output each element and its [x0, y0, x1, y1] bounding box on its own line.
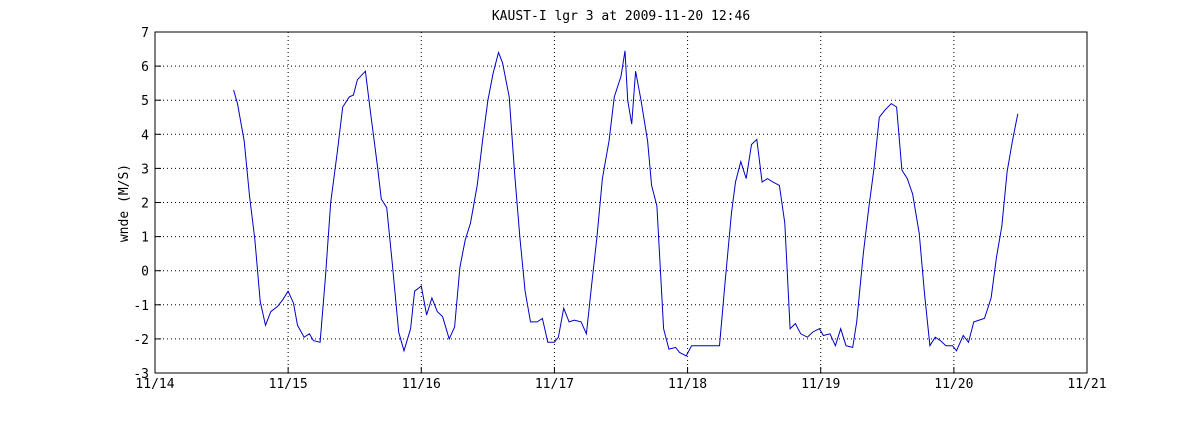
chart-title: KAUST-I lgr 3 at 2009-11-20 12:46 — [492, 9, 750, 24]
y-tick-label: 4 — [141, 128, 149, 143]
x-tick-label: 11/20 — [934, 377, 973, 392]
y-tick-label: -3 — [133, 367, 149, 382]
x-tick-label: 11/15 — [269, 377, 308, 392]
x-tick-label: 11/18 — [668, 377, 707, 392]
x-tick-label: 11/19 — [801, 377, 840, 392]
y-tick-label: 1 — [141, 231, 149, 246]
x-tick-label: 11/17 — [535, 377, 574, 392]
plot-frame — [154, 31, 1088, 374]
y-tick-label: -1 — [133, 299, 149, 314]
y-tick-label: 7 — [141, 26, 149, 41]
y-tick-label: 3 — [141, 162, 149, 177]
y-tick-label: 2 — [141, 197, 149, 212]
x-tick-label: 11/21 — [1067, 377, 1106, 392]
y-tick-label: 6 — [141, 60, 149, 75]
y-tick-label: 0 — [141, 265, 149, 280]
y-tick-label: -2 — [133, 333, 149, 348]
y-axis-label: wnde (M/S) — [117, 164, 132, 242]
data-line — [233, 50, 1019, 357]
y-tick-label: 5 — [141, 94, 149, 109]
x-tick-label: 11/16 — [402, 377, 441, 392]
x-tick-label: 11/14 — [135, 377, 174, 392]
